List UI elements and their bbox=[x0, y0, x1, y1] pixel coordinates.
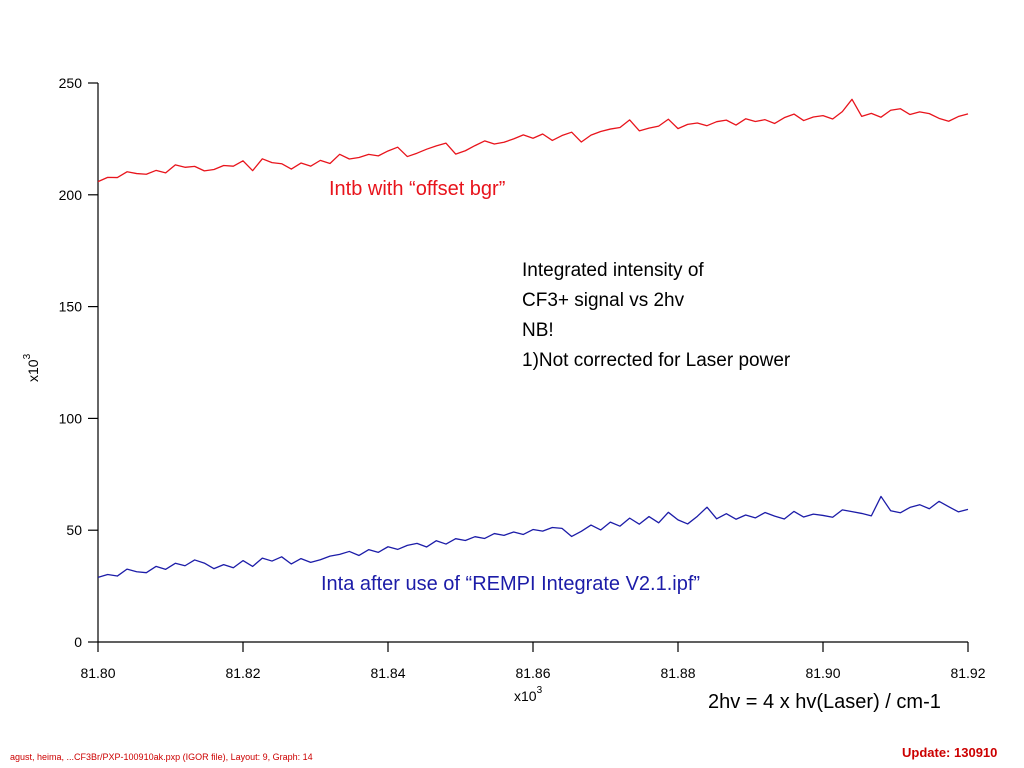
x-tick-label: 81.92 bbox=[950, 665, 985, 681]
y-tick-label: 150 bbox=[59, 299, 83, 315]
series-label-red: Intb with “offset bgr” bbox=[329, 178, 505, 200]
y-tick-label: 100 bbox=[59, 410, 83, 426]
y-tick-label: 200 bbox=[59, 187, 83, 203]
axes: 0 50 100 150 200 250 81.80 81.82 81.84 81.86 81.88… bbox=[22, 75, 986, 704]
y-multiplier-label: x103 bbox=[22, 353, 41, 382]
series-line-1 bbox=[97, 98, 969, 183]
x-tick-label: 81.80 bbox=[80, 665, 115, 681]
footer-source: agust, heima, ...CF3Br/PXP-100910ak.pxp … bbox=[10, 752, 313, 762]
x-tick-label: 81.88 bbox=[660, 665, 695, 681]
annotation-note: Integrated intensity of CF3+ signal vs 2… bbox=[522, 256, 790, 376]
y-tick-label: 250 bbox=[59, 75, 83, 91]
series-label-blue: Inta after use of “REMPI Integrate V2.1.… bbox=[321, 573, 700, 595]
note-line-4: 1)Not corrected for Laser power bbox=[522, 350, 791, 371]
x-tick-label: 81.90 bbox=[805, 665, 840, 681]
series-line-2 bbox=[97, 495, 969, 579]
series-layer bbox=[97, 98, 969, 579]
x-tick-label: 81.82 bbox=[225, 665, 260, 681]
footer-update: Update: 130910 bbox=[902, 745, 998, 760]
x-tick-label: 81.84 bbox=[370, 665, 405, 681]
note-line-1: Integrated intensity of bbox=[522, 260, 704, 281]
x-multiplier-label: x103 bbox=[514, 685, 543, 704]
y-tick-label: 50 bbox=[66, 522, 82, 538]
y-tick-label: 0 bbox=[74, 634, 82, 650]
x-tick-label: 81.86 bbox=[515, 665, 550, 681]
note-line-2: CF3+ signal vs 2hv bbox=[522, 290, 685, 311]
note-line-3: NB! bbox=[522, 320, 554, 341]
x-axis-caption: 2hv = 4 x hv(Laser) / cm-1 bbox=[708, 691, 941, 713]
